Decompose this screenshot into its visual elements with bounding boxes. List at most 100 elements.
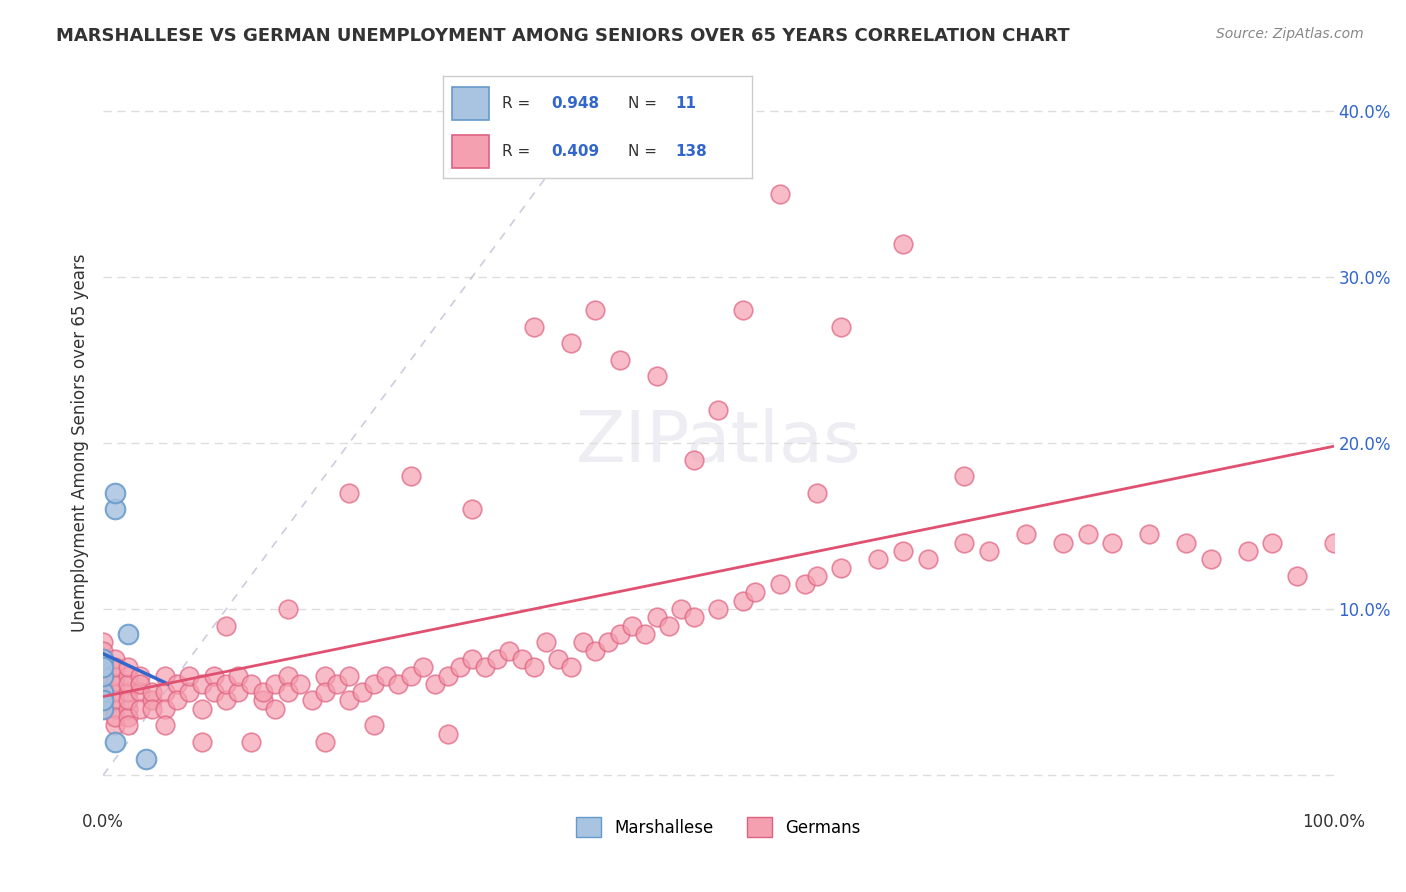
Point	[91, 668, 114, 682]
Point	[91, 685, 114, 699]
Point	[523, 319, 546, 334]
Point	[547, 652, 569, 666]
Point	[769, 577, 792, 591]
Point	[953, 535, 976, 549]
Point	[609, 352, 631, 367]
Point	[91, 685, 114, 699]
Point	[153, 668, 176, 682]
Point	[91, 685, 114, 699]
Point	[337, 485, 360, 500]
Point	[707, 402, 730, 417]
Point	[534, 635, 557, 649]
Point	[252, 693, 274, 707]
Point	[91, 635, 114, 649]
Text: 138: 138	[675, 145, 707, 160]
Text: 0.409: 0.409	[551, 145, 599, 160]
Point	[117, 702, 139, 716]
Point	[977, 544, 1000, 558]
Point	[596, 635, 619, 649]
Point	[806, 569, 828, 583]
Point	[682, 610, 704, 624]
Point	[91, 660, 114, 674]
Point	[91, 677, 114, 691]
Point	[104, 735, 127, 749]
Text: R =: R =	[502, 96, 534, 111]
Point	[1261, 535, 1284, 549]
Point	[215, 693, 238, 707]
Point	[461, 652, 484, 666]
Point	[277, 668, 299, 682]
Point	[658, 618, 681, 632]
Point	[731, 303, 754, 318]
Point	[104, 702, 127, 716]
Point	[399, 469, 422, 483]
Point	[621, 618, 644, 632]
Point	[190, 677, 212, 691]
Point	[399, 668, 422, 682]
Point	[91, 668, 114, 682]
Point	[412, 660, 434, 674]
Point	[868, 552, 890, 566]
Point	[117, 677, 139, 691]
Point	[239, 735, 262, 749]
Point	[264, 677, 287, 691]
Text: 0.948: 0.948	[551, 96, 599, 111]
Text: ZIPatlas: ZIPatlas	[575, 409, 862, 477]
Point	[129, 677, 152, 691]
Point	[277, 602, 299, 616]
Point	[645, 610, 668, 624]
Point	[91, 652, 114, 666]
Point	[104, 502, 127, 516]
Point	[891, 236, 914, 251]
Point	[301, 693, 323, 707]
Point	[731, 594, 754, 608]
Point	[104, 652, 127, 666]
Point	[583, 303, 606, 318]
Point	[91, 702, 114, 716]
Point	[474, 660, 496, 674]
Point	[252, 685, 274, 699]
Point	[104, 693, 127, 707]
Point	[117, 693, 139, 707]
Point	[288, 677, 311, 691]
Point	[91, 660, 114, 674]
Point	[215, 677, 238, 691]
Point	[135, 751, 157, 765]
Text: N =: N =	[628, 145, 662, 160]
Point	[141, 693, 163, 707]
Point	[917, 552, 939, 566]
Point	[153, 718, 176, 732]
Point	[91, 652, 114, 666]
Point	[510, 652, 533, 666]
Point	[350, 685, 373, 699]
Point	[129, 685, 152, 699]
Point	[104, 668, 127, 682]
Point	[91, 693, 114, 707]
Point	[239, 677, 262, 691]
Point	[1175, 535, 1198, 549]
Point	[91, 693, 114, 707]
Point	[104, 485, 127, 500]
Point	[179, 685, 201, 699]
Point	[560, 660, 582, 674]
Point	[117, 627, 139, 641]
Point	[1015, 527, 1038, 541]
Point	[277, 685, 299, 699]
Point	[1052, 535, 1074, 549]
Point	[104, 685, 127, 699]
Point	[326, 677, 349, 691]
Point	[141, 702, 163, 716]
Point	[707, 602, 730, 616]
Text: R =: R =	[502, 145, 534, 160]
Point	[744, 585, 766, 599]
Point	[91, 643, 114, 657]
Point	[314, 685, 336, 699]
Point	[583, 643, 606, 657]
Point	[891, 544, 914, 558]
Point	[363, 677, 385, 691]
Point	[363, 718, 385, 732]
Point	[375, 668, 398, 682]
Point	[153, 702, 176, 716]
Point	[153, 685, 176, 699]
Text: Source: ZipAtlas.com: Source: ZipAtlas.com	[1216, 27, 1364, 41]
